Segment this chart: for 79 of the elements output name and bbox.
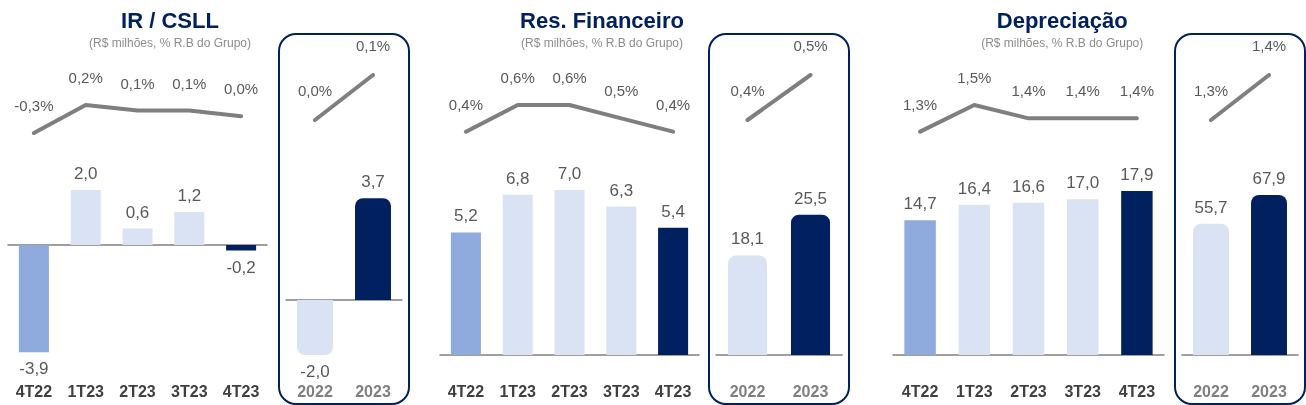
- x-tick-label: 2022: [729, 382, 766, 400]
- x-tick-label: 1T23: [499, 382, 537, 400]
- bar: [70, 190, 101, 245]
- bar: [450, 232, 481, 355]
- x-tick-label: 4T22: [447, 382, 485, 400]
- data-label: 55,7: [1194, 197, 1228, 217]
- bar: [502, 194, 533, 355]
- data-label: 0,4%: [448, 95, 483, 113]
- x-tick-label: 2023: [1251, 382, 1287, 400]
- data-label: 1,3%: [1193, 82, 1229, 99]
- data-label: 17,9: [1120, 164, 1154, 184]
- x-tick-label: 2T23: [1010, 382, 1047, 400]
- chart-subtitle: (R$ milhões, % R.B do Grupo): [88, 36, 252, 50]
- data-label: 0,6%: [500, 69, 535, 86]
- data-label: 1,2: [177, 186, 202, 205]
- bar: [18, 245, 49, 353]
- x-tick-label: 4T22: [901, 382, 939, 400]
- data-label: 16,4: [957, 178, 991, 198]
- data-label: 67,9: [1252, 168, 1286, 188]
- data-label: 17,0: [1066, 173, 1100, 193]
- chart-title: Res. Financeiro: [520, 7, 684, 33]
- x-tick-label: 4T22: [15, 382, 53, 400]
- data-label: 0,4%: [730, 82, 765, 99]
- x-tick-label: 1T23: [67, 382, 105, 400]
- bar: [658, 227, 689, 355]
- data-label: 0,5%: [793, 37, 828, 54]
- chart-title: Depreciação: [996, 7, 1128, 33]
- data-label: 5,4: [661, 201, 685, 221]
- x-tick-label: 3T23: [1064, 382, 1102, 400]
- data-label: -2,0: [300, 362, 330, 381]
- x-tick-label: 2T23: [551, 382, 588, 400]
- data-label: 25,5: [793, 188, 828, 208]
- data-label: 0,0%: [297, 82, 333, 99]
- data-label: 0,1%: [172, 74, 207, 92]
- x-tick-label: 2022: [297, 382, 333, 400]
- data-label: 7,0: [557, 164, 582, 183]
- x-tick-label: 2023: [355, 382, 391, 400]
- bar: [226, 245, 257, 251]
- x-tick-label: 3T23: [603, 382, 640, 400]
- bar: [606, 206, 637, 355]
- data-label: 0,0%: [224, 80, 259, 98]
- chart-subtitle: (R$ milhões, % R.B do Grupo): [981, 36, 1144, 50]
- data-label: 16,6: [1011, 176, 1046, 196]
- data-label: 0,6: [125, 202, 150, 222]
- data-label: 18,1: [730, 229, 765, 249]
- data-label: 1,4%: [1251, 37, 1287, 54]
- x-tick-label: 1T23: [956, 382, 993, 400]
- bar: [554, 190, 585, 355]
- data-label: 2,0: [73, 164, 98, 183]
- data-label: -3,9: [19, 359, 49, 379]
- data-label: 14,7: [903, 194, 937, 214]
- x-tick-label: 2022: [1193, 382, 1229, 400]
- data-label: 1,4%: [1065, 82, 1100, 100]
- data-label: 0,5%: [604, 82, 639, 100]
- data-label: 1,5%: [957, 69, 992, 86]
- bar: [174, 212, 205, 245]
- data-label: 0,6%: [552, 69, 587, 86]
- data-label: 1,3%: [903, 95, 938, 113]
- data-label: 0,1%: [120, 74, 155, 92]
- data-label: 1,4%: [1011, 82, 1046, 100]
- bar: [122, 228, 153, 245]
- data-label: 5,2: [454, 206, 478, 226]
- data-label: 3,7: [361, 172, 385, 192]
- x-tick-label: 4T23: [222, 382, 260, 400]
- x-tick-label: 4T23: [1118, 382, 1156, 400]
- chart-subtitle: (R$ milhões, % R.B do Grupo): [520, 36, 684, 50]
- chart-title: IR / CSLL: [121, 7, 219, 33]
- data-label: -0,3%: [14, 97, 54, 114]
- x-tick-label: 3T23: [171, 382, 208, 400]
- x-tick-label: 2023: [792, 382, 829, 400]
- data-label: 0,2%: [68, 69, 103, 86]
- data-label: -0,2: [226, 257, 256, 277]
- x-tick-label: 2T23: [119, 382, 156, 400]
- data-label: 1,4%: [1119, 82, 1154, 100]
- data-label: 6,8: [505, 168, 530, 188]
- data-label: 0,1%: [355, 37, 391, 54]
- data-label: 6,3: [609, 180, 634, 200]
- data-label: 0,4%: [656, 95, 691, 113]
- x-tick-label: 4T23: [654, 382, 692, 400]
